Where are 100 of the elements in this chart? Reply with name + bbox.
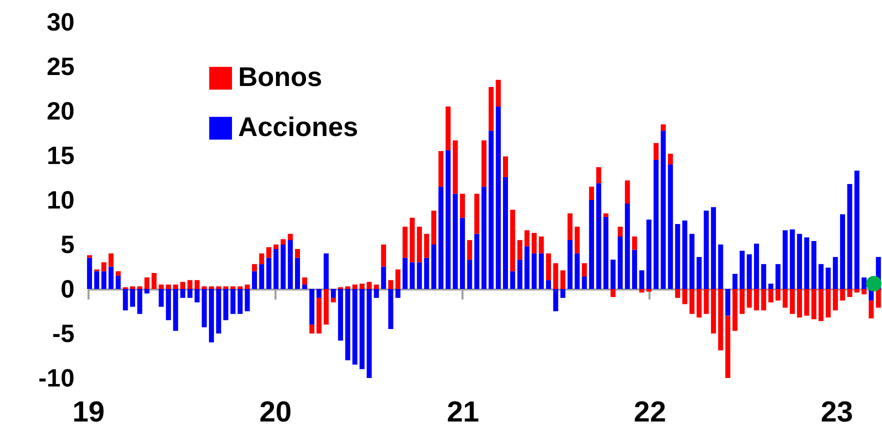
- bar: [238, 289, 243, 314]
- y-tick-label: -5: [52, 320, 75, 348]
- bar: [266, 247, 272, 258]
- bar: [725, 289, 730, 316]
- bar: [639, 270, 644, 289]
- bar: [94, 271, 100, 289]
- bar: [502, 176, 508, 289]
- bar: [804, 289, 810, 316]
- bar: [618, 236, 623, 289]
- bar: [173, 284, 178, 289]
- bar: [502, 156, 508, 177]
- bar: [596, 167, 602, 184]
- bar: [187, 280, 192, 289]
- bar: [481, 186, 486, 289]
- bar: [381, 266, 386, 289]
- bar: [524, 246, 530, 289]
- bar: [632, 250, 638, 289]
- bar: [316, 289, 322, 298]
- bar: [122, 289, 128, 310]
- y-tick-label: 25: [46, 53, 75, 81]
- bar: [202, 286, 207, 289]
- bar: [840, 214, 846, 289]
- bar: [876, 289, 881, 308]
- bar: [589, 186, 594, 200]
- bar: [360, 284, 365, 289]
- y-tick-label: 20: [46, 98, 74, 126]
- bar: [862, 277, 867, 289]
- bar: [582, 276, 587, 289]
- bar: [532, 232, 537, 254]
- bar: [610, 289, 616, 298]
- bar: [366, 289, 372, 378]
- bar: [108, 266, 114, 289]
- bar: [467, 260, 472, 289]
- bar: [510, 210, 516, 272]
- bar: [402, 258, 408, 289]
- bar: [768, 289, 774, 302]
- bar: [87, 255, 92, 258]
- bar: [797, 289, 802, 318]
- bar: [302, 277, 308, 285]
- bar: [194, 280, 200, 289]
- bar: [868, 300, 874, 318]
- x-tick-label: 23: [820, 396, 854, 426]
- bar: [818, 289, 824, 322]
- bar: [696, 289, 702, 318]
- bar: [481, 140, 486, 187]
- bar: [768, 284, 774, 289]
- bar: [675, 224, 680, 289]
- x-tick-label: 20: [259, 396, 292, 426]
- bar: [410, 218, 415, 262]
- bar: [381, 244, 386, 267]
- bar: [546, 280, 552, 289]
- bar: [646, 289, 652, 292]
- bar: [324, 289, 329, 325]
- bar: [274, 244, 278, 249]
- bar: [208, 289, 214, 342]
- bar: [761, 289, 766, 310]
- bar: [244, 289, 250, 312]
- bar: [388, 280, 394, 289]
- bar: [847, 289, 852, 298]
- bar: [352, 289, 358, 365]
- bar: [474, 194, 480, 234]
- bar: [101, 262, 106, 272]
- bar: [782, 289, 788, 308]
- bar: [496, 106, 501, 289]
- bar: [725, 316, 730, 378]
- bar: [137, 289, 142, 314]
- y-tick-label: 30: [46, 8, 74, 36]
- bar: [740, 250, 745, 289]
- bar: [618, 226, 623, 236]
- bar: [710, 289, 716, 334]
- bar: [732, 289, 738, 331]
- bar: [187, 289, 192, 298]
- bar: [274, 248, 278, 289]
- x-tick-label: 19: [72, 396, 105, 426]
- bar: [374, 284, 379, 289]
- bar: [553, 263, 558, 289]
- bar: [309, 324, 314, 334]
- bar: [560, 289, 566, 298]
- bar: [510, 271, 516, 289]
- bar: [546, 253, 552, 280]
- x-tick-label: 22: [634, 396, 666, 426]
- bar: [330, 289, 336, 298]
- bar: [668, 164, 673, 289]
- y-tick-label: 0: [60, 276, 74, 304]
- bar: [574, 226, 580, 254]
- y-tick-label: -10: [38, 364, 74, 392]
- bar: [446, 150, 451, 289]
- bar: [847, 184, 852, 289]
- bar: [116, 271, 121, 276]
- bar: [854, 170, 860, 289]
- bar: [596, 183, 602, 289]
- bar: [790, 289, 795, 314]
- bar: [832, 256, 838, 289]
- bar: [532, 253, 537, 289]
- bar: [338, 289, 344, 341]
- bar: [280, 239, 286, 244]
- bar: [496, 80, 501, 107]
- bar: [316, 298, 322, 334]
- bar: [840, 289, 846, 301]
- bar: [818, 264, 824, 289]
